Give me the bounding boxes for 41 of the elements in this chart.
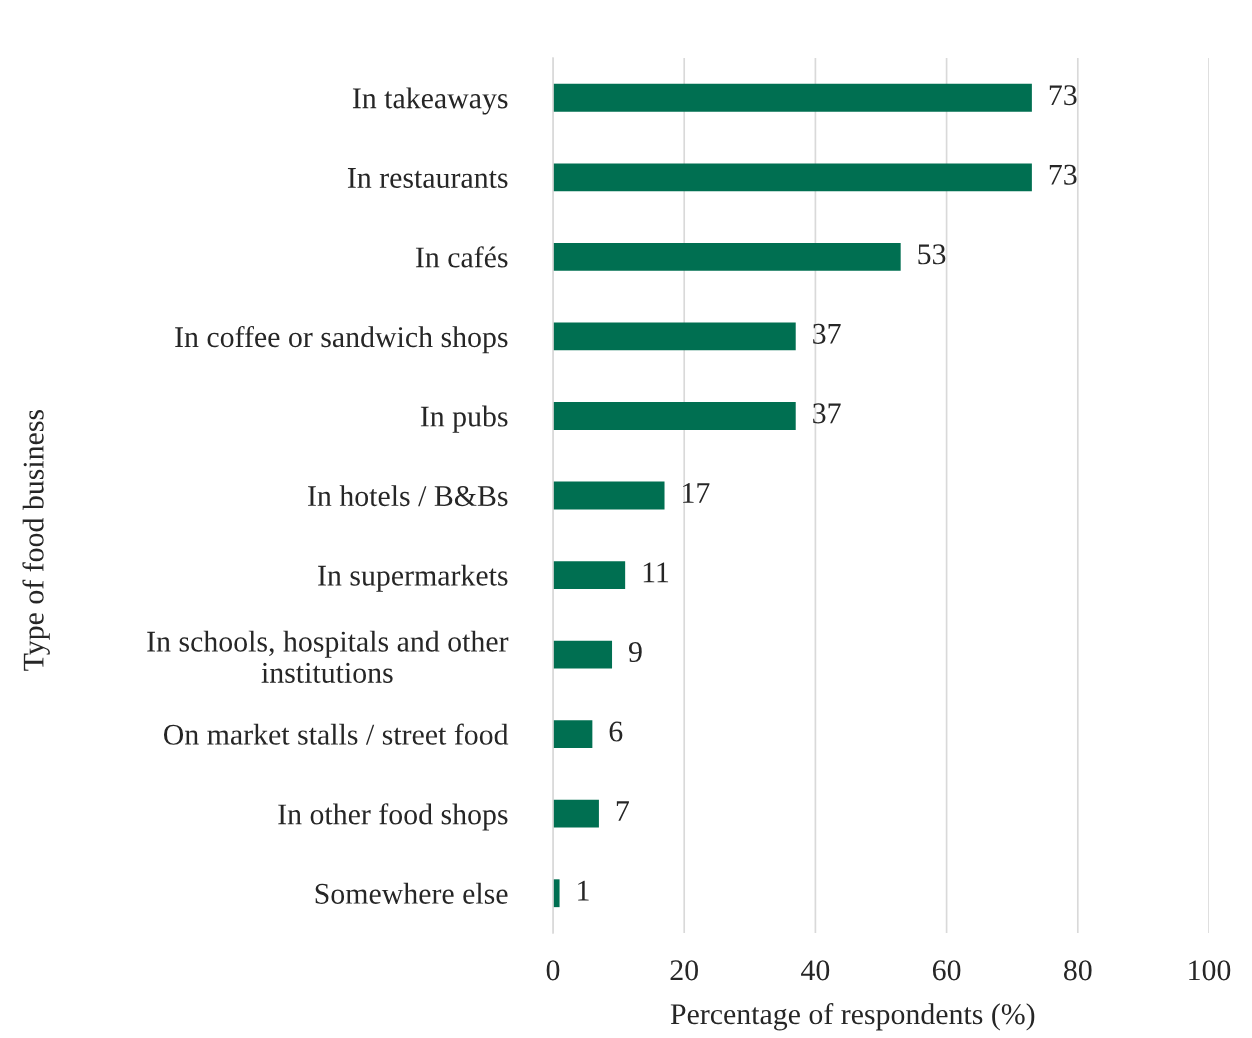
bar [553, 879, 560, 908]
x-tick-label: 0 [546, 960, 560, 981]
data-label: 1 [578, 880, 589, 901]
y-tick-label: In coffee or sandwich shops [175, 325, 508, 354]
y-tick-label: Somewhere else [315, 882, 508, 904]
y-axis-title: Type of food business [22, 409, 50, 671]
data-label: 7 [616, 801, 629, 821]
x-tick-label: 60 [932, 960, 961, 981]
data-label: 17 [683, 482, 710, 503]
x-tick-label: 40 [801, 960, 830, 981]
bar [553, 481, 665, 510]
x-axis-title: Percentage of respondents (%) [670, 1003, 1035, 1031]
x-tick-label: 80 [1064, 960, 1092, 981]
data-label: 37 [813, 403, 841, 424]
y-tick-label: In cafés [415, 246, 508, 268]
bar [553, 720, 593, 749]
bar [553, 322, 796, 351]
x-tick-label: 20 [670, 960, 698, 981]
bar [553, 163, 1032, 192]
y-tick-label: In restaurants [347, 168, 508, 188]
y-tick-label: In takeaways [352, 87, 508, 115]
bar [553, 561, 626, 589]
data-label: 73 [1049, 164, 1077, 185]
y-tick-label: In other food shops [278, 803, 508, 831]
y-tick-label: In hotels / B&Bs [308, 485, 508, 507]
y-tick-label: In pubs [420, 405, 508, 433]
data-label: 73 [1049, 85, 1077, 106]
x-tick-label: 100 [1189, 960, 1231, 981]
y-tick-label: On market stalls / street food [163, 723, 509, 745]
data-label: 9 [628, 642, 642, 663]
bar [553, 640, 613, 669]
bar [553, 799, 599, 828]
bar [553, 402, 796, 430]
y-tick-label: In schools, hospitals and other institutions [147, 630, 509, 683]
bar [553, 83, 1032, 112]
data-label: 53 [918, 244, 946, 265]
data-label: 37 [813, 323, 841, 344]
data-label: 6 [609, 721, 623, 742]
y-tick-label: In supermarkets [318, 564, 508, 592]
bar [553, 242, 901, 271]
data-label: 11 [643, 562, 669, 583]
